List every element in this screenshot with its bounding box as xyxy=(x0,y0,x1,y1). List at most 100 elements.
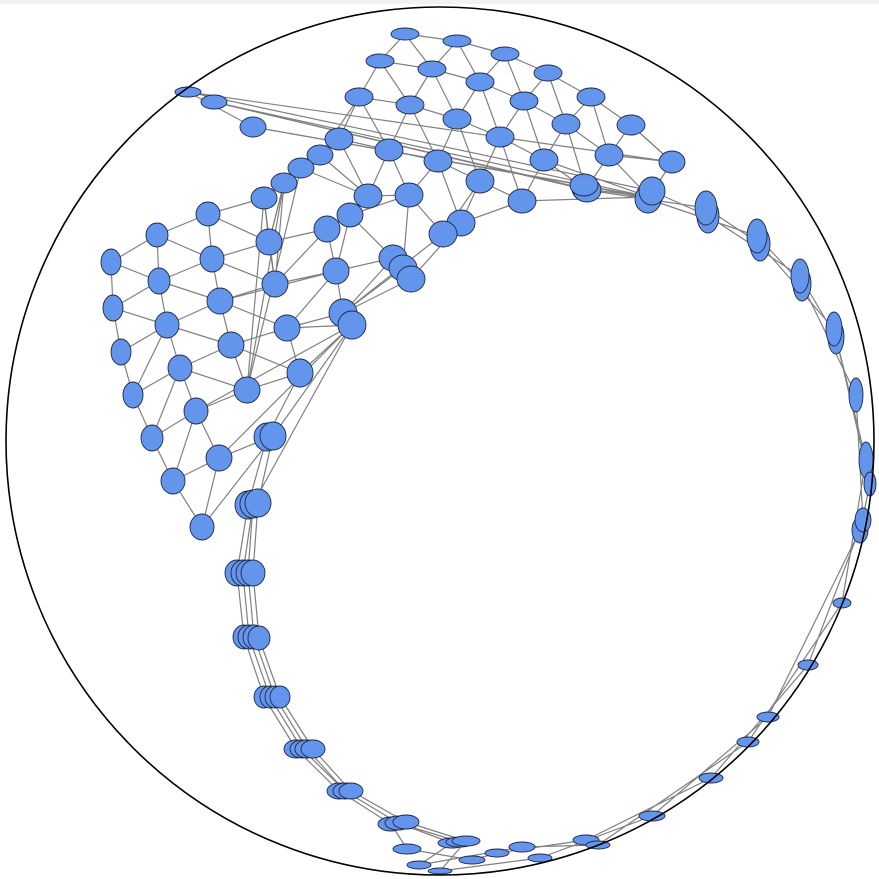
graph-node xyxy=(509,91,539,111)
graph-node xyxy=(344,87,374,107)
graph-edge xyxy=(767,529,861,718)
graph-node xyxy=(658,150,686,174)
graph-edge xyxy=(246,197,265,391)
graph-edge xyxy=(187,91,653,192)
graph-node xyxy=(100,248,122,276)
graph-node xyxy=(102,294,124,322)
graph-node xyxy=(533,64,563,82)
graph-node xyxy=(638,810,666,822)
graph-node xyxy=(392,814,420,830)
graph-node xyxy=(423,149,453,173)
graph-edge xyxy=(585,777,712,841)
graph-node xyxy=(167,354,193,382)
graph-node xyxy=(145,222,169,248)
graph-node xyxy=(247,625,271,651)
graph-node xyxy=(322,257,350,285)
graph-node xyxy=(394,182,424,208)
graph-node xyxy=(374,138,404,162)
graph-node xyxy=(427,867,453,875)
graph-node xyxy=(273,314,301,342)
graph-node xyxy=(122,381,144,409)
graph-node xyxy=(239,116,267,138)
graph-node xyxy=(428,220,458,248)
graph-node xyxy=(140,424,164,452)
graph-node xyxy=(255,228,283,256)
graph-node xyxy=(694,190,718,226)
graph-edge xyxy=(710,664,809,779)
graph-node xyxy=(490,46,520,62)
graph-node xyxy=(306,144,334,166)
graph-edge xyxy=(201,435,274,528)
graph-node xyxy=(854,507,872,533)
graph-edge xyxy=(218,324,353,459)
graph-node xyxy=(406,860,432,870)
graph-node xyxy=(790,258,810,294)
graph-edge xyxy=(272,324,353,437)
graph-node xyxy=(206,287,234,315)
graph-node xyxy=(616,114,646,136)
graph-node xyxy=(336,202,364,228)
graph-node xyxy=(484,848,510,858)
graph-edge xyxy=(543,159,650,198)
graph-edge xyxy=(319,96,360,156)
graph-node xyxy=(205,444,233,472)
graph-node xyxy=(195,201,221,227)
graph-edge xyxy=(807,519,864,666)
graph-node xyxy=(396,265,426,293)
graph-node xyxy=(250,186,278,210)
graph-node xyxy=(442,108,472,130)
graph-node xyxy=(465,72,495,92)
graph-node xyxy=(594,143,624,167)
graph-node xyxy=(259,421,287,451)
graph-node xyxy=(200,94,228,110)
graph-node xyxy=(199,245,225,273)
graph-node xyxy=(324,127,354,151)
disk-boundary xyxy=(5,6,875,876)
graph-node xyxy=(287,157,315,179)
graph-node xyxy=(527,853,553,863)
graph-node xyxy=(337,310,367,340)
graph-node xyxy=(269,685,291,709)
graph-node xyxy=(286,358,314,388)
graph-node xyxy=(529,148,559,172)
graph-node xyxy=(746,218,768,254)
graph-node xyxy=(485,126,515,148)
graph-node xyxy=(353,183,383,209)
graph-node xyxy=(508,841,536,853)
graph-node xyxy=(638,176,666,206)
graph-node xyxy=(365,53,395,69)
graph-node xyxy=(458,855,486,865)
graph-node xyxy=(569,173,599,197)
graph-node xyxy=(217,331,245,359)
graph-node xyxy=(160,467,186,495)
graph-node xyxy=(147,267,171,295)
graph-node xyxy=(390,27,420,41)
graph-node xyxy=(300,739,326,759)
graph-node xyxy=(154,311,180,339)
graph-node xyxy=(417,60,447,78)
graph-node xyxy=(576,87,606,107)
graph-node xyxy=(507,188,537,214)
graph-node xyxy=(244,488,272,518)
graph-node xyxy=(797,659,819,671)
graph-edge xyxy=(195,324,353,412)
graph-node xyxy=(442,34,472,48)
graph-node xyxy=(313,215,341,243)
graph-edge xyxy=(252,324,353,505)
graph-edge xyxy=(597,741,749,846)
graph-node xyxy=(451,835,481,847)
graph-edge xyxy=(439,857,541,872)
graph-edge xyxy=(187,91,673,163)
graph-node xyxy=(110,338,132,366)
graph-node xyxy=(233,376,261,404)
graph-node xyxy=(270,172,298,194)
graph-node xyxy=(261,270,289,298)
graph-node xyxy=(183,397,209,425)
graph-node xyxy=(189,513,215,541)
graph-node xyxy=(395,95,425,115)
graph-node xyxy=(848,377,864,413)
graph-node xyxy=(863,471,877,497)
graph-node xyxy=(465,168,495,194)
